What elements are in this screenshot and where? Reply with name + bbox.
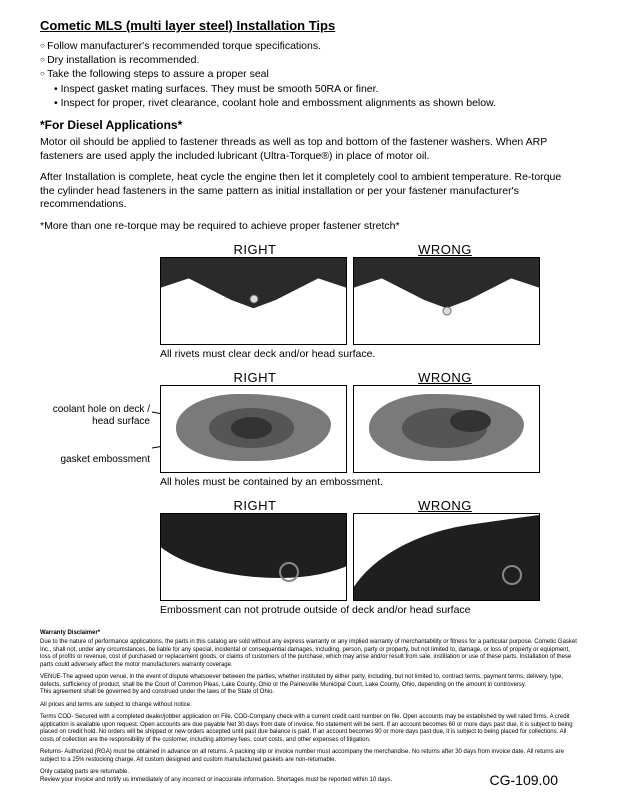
diagram-hole-right [160,385,347,473]
diagram-rivet-right [160,257,347,345]
label-wrong-2: WRONG [350,370,540,385]
diagram-hole-wrong [353,385,540,473]
diagram-rivet-wrong [353,257,540,345]
label-right-2: RIGHT [160,370,350,385]
diagram-row-holes: coolant hole on deck / head surface gask… [160,370,540,488]
bullet-1: Follow manufacturer's recommended torque… [40,39,578,53]
disclaimer-p1: Due to the nature of performance applica… [40,639,578,669]
disclaimer-p4: Terms COD- Secured with a completed deal… [40,714,578,744]
label-wrong-3: WRONG [350,498,540,513]
page-title: Cometic MLS (multi layer steel) Installa… [40,18,578,33]
disclaimer-p5: Returns- Authorized (RGA) must be obtain… [40,749,578,764]
bullet-2: Dry installation is recommended. [40,53,578,67]
caption-2: All holes must be contained by an emboss… [160,476,540,488]
label-gasket: gasket embossment [32,454,150,466]
diagram-section: RIGHT WRONG All rivets must clear deck a… [160,242,540,616]
bullet-list: Follow manufacturer's recommended torque… [40,39,578,110]
bullet-3b: Inspect for proper, rivet clearance, coo… [40,96,578,110]
label-coolant: coolant hole on deck / head surface [32,404,150,428]
label-right-1: RIGHT [160,242,350,257]
diesel-p3: *More than one re-torque may be required… [40,220,578,234]
diagram-row-rivets: RIGHT WRONG All rivets must clear deck a… [160,242,540,360]
disclaimer-p2: VENUE-The agreed upon venue, in the even… [40,674,578,697]
diagram-emboss-right [160,513,347,601]
diesel-p1: Motor oil should be applied to fastener … [40,136,578,163]
side-labels: coolant hole on deck / head surface gask… [32,404,150,466]
disclaimer-head: Warranty Disclaimer* [40,630,578,638]
caption-3: Embossment can not protrude outside of d… [160,604,540,616]
diesel-heading: *For Diesel Applications* [40,118,578,132]
diesel-p2: After Installation is complete, heat cyc… [40,171,578,212]
disclaimer-p3: All prices and terms are subject to chan… [40,702,578,710]
bullet-3a: Inspect gasket mating surfaces. They mus… [40,82,578,96]
diagram-emboss-wrong [353,513,540,601]
footer-code: CG-109.00 [490,772,558,788]
label-wrong-1: WRONG [350,242,540,257]
bullet-3: Take the following steps to assure a pro… [40,67,578,81]
caption-1: All rivets must clear deck and/or head s… [160,348,540,360]
diagram-row-emboss: RIGHT WRONG Embossment can not protrude … [160,498,540,616]
label-right-3: RIGHT [160,498,350,513]
warranty-disclaimer: Warranty Disclaimer* Due to the nature o… [40,630,578,785]
